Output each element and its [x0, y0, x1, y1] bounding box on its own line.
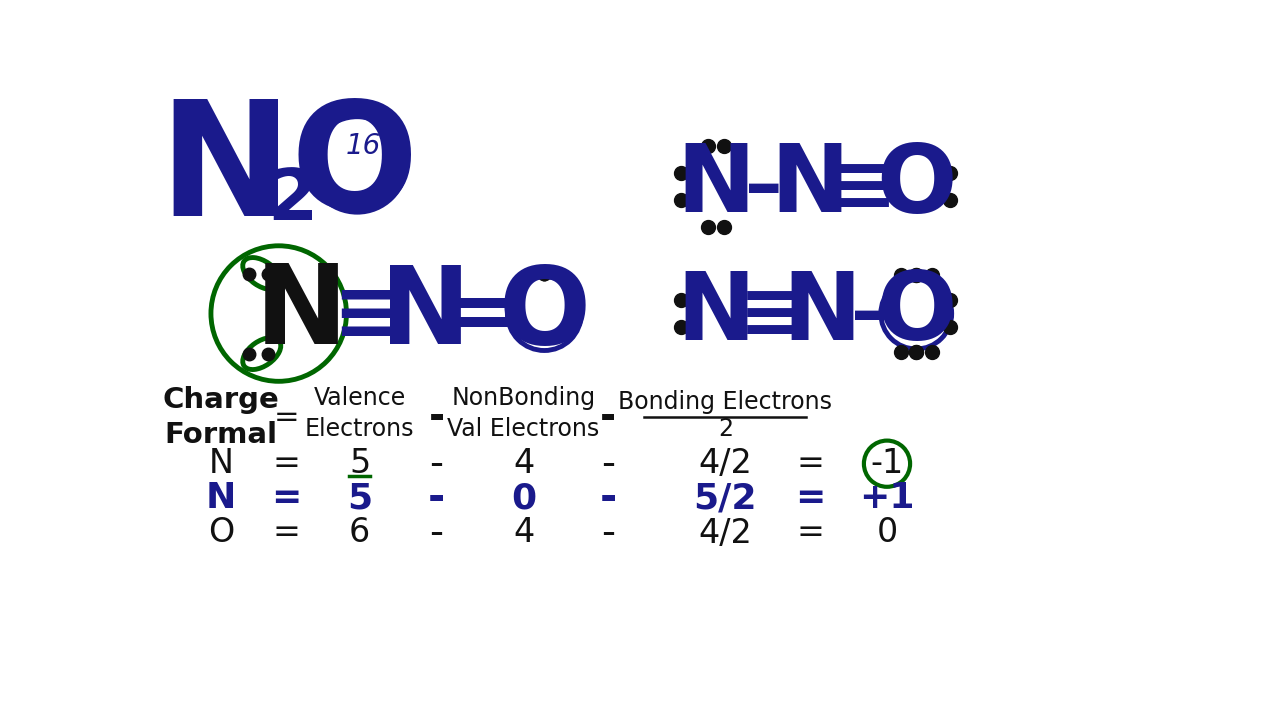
Text: -: -	[430, 514, 444, 552]
Text: ≡: ≡	[831, 150, 896, 226]
Text: =: =	[274, 403, 300, 432]
Text: N: N	[782, 268, 861, 359]
Text: O: O	[498, 261, 590, 366]
Text: O: O	[876, 140, 956, 233]
Text: N: N	[380, 261, 471, 366]
Text: -: -	[600, 398, 617, 436]
Text: 5/2: 5/2	[694, 482, 756, 516]
Text: 0: 0	[877, 516, 897, 549]
Text: -: -	[429, 398, 444, 436]
Text: O: O	[207, 516, 234, 549]
Text: Valence
Electrons: Valence Electrons	[305, 386, 415, 441]
Text: =: =	[796, 447, 824, 480]
Text: N: N	[206, 482, 236, 516]
Text: O: O	[876, 268, 956, 359]
Text: =: =	[273, 447, 301, 480]
Text: 16: 16	[346, 132, 381, 161]
Text: 6: 6	[349, 516, 370, 549]
Text: O: O	[291, 95, 417, 240]
Text: -: -	[602, 445, 616, 482]
Text: Bonding Electrons: Bonding Electrons	[618, 390, 832, 414]
Text: 5: 5	[349, 447, 370, 480]
Text: N: N	[677, 268, 755, 359]
Text: 2: 2	[718, 417, 732, 441]
Text: N: N	[157, 94, 292, 248]
Text: =: =	[271, 482, 302, 516]
Text: –: –	[851, 279, 888, 351]
Text: 4: 4	[513, 447, 534, 480]
Text: 4/2: 4/2	[699, 516, 753, 549]
Text: =: =	[795, 482, 826, 516]
Text: N: N	[677, 140, 755, 233]
Text: N: N	[255, 260, 348, 367]
Text: -: -	[430, 445, 444, 482]
Text: N: N	[209, 447, 233, 480]
Text: 0: 0	[511, 482, 536, 516]
Text: ≡: ≡	[333, 274, 402, 356]
Text: 4: 4	[513, 516, 534, 549]
Text: +1: +1	[859, 482, 915, 516]
Text: ≡: ≡	[739, 277, 804, 353]
Text: =: =	[273, 516, 301, 549]
Text: 2: 2	[268, 166, 317, 235]
Text: 5: 5	[347, 482, 372, 516]
Text: –: –	[745, 151, 782, 225]
Text: -: -	[428, 477, 445, 519]
Text: =: =	[796, 516, 824, 549]
Text: =: =	[451, 274, 520, 356]
Text: -1: -1	[870, 447, 904, 480]
Text: NonBonding
Val Electrons: NonBonding Val Electrons	[448, 386, 600, 441]
Text: N: N	[771, 140, 850, 233]
Text: Charge
Formal: Charge Formal	[163, 386, 279, 449]
Text: -: -	[599, 477, 617, 519]
Text: 4/2: 4/2	[699, 447, 753, 480]
Text: -: -	[602, 514, 616, 552]
